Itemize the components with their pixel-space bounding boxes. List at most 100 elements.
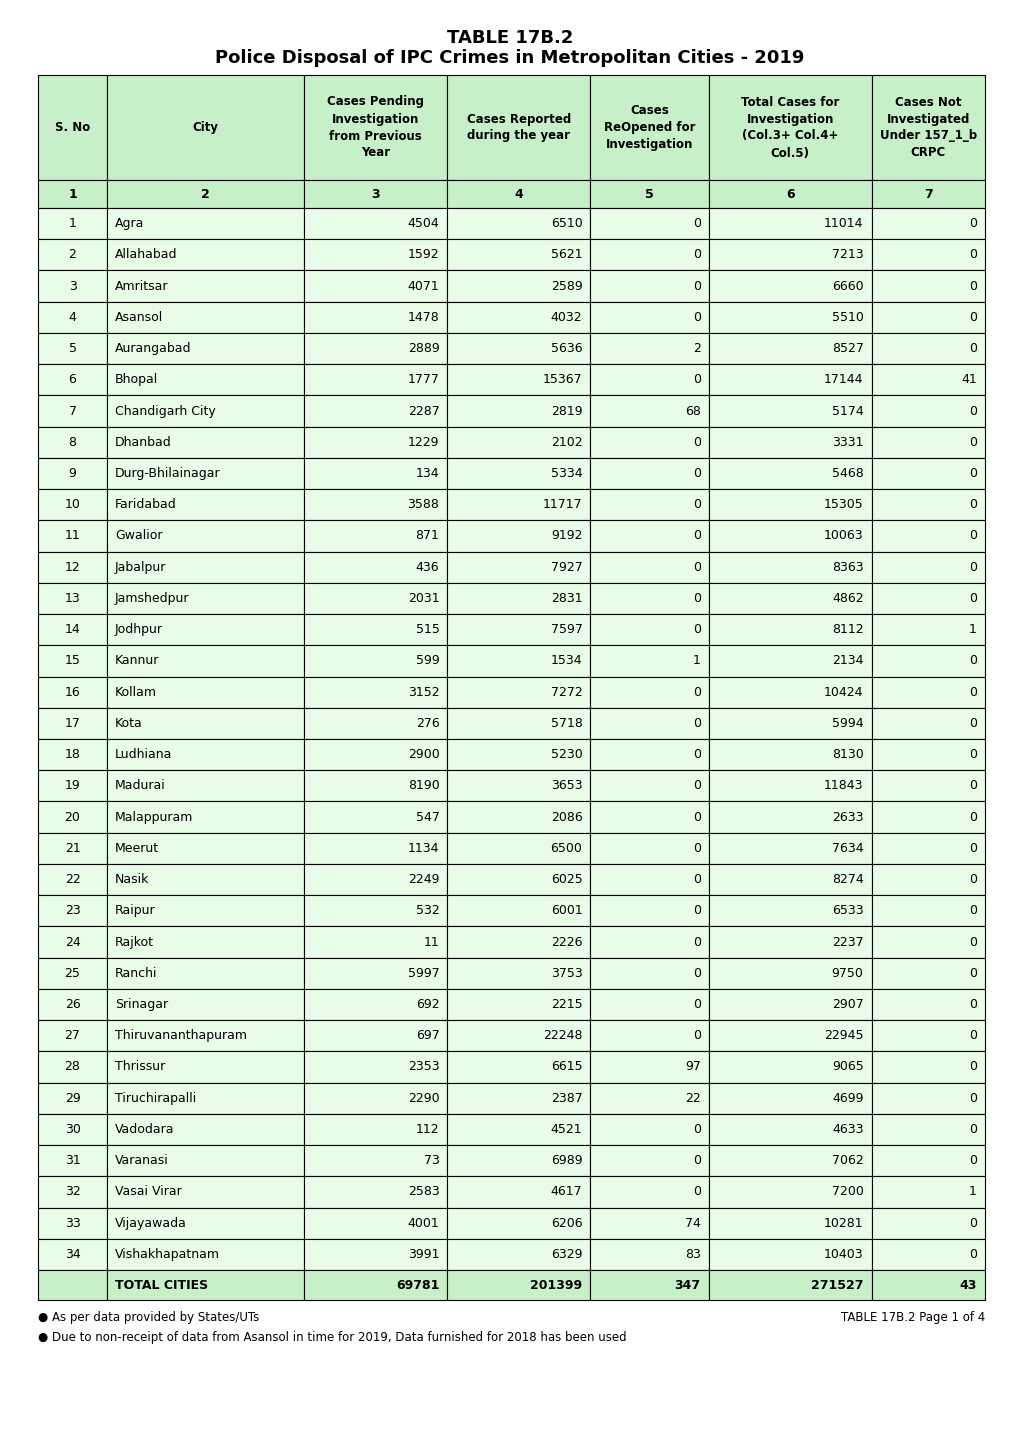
- Text: Tiruchirapalli: Tiruchirapalli: [115, 1092, 196, 1105]
- Text: 6533: 6533: [832, 904, 863, 917]
- Bar: [38, 521, 107, 552]
- Text: Cases Not
Investigated
Under 157_1_b
CRPC: Cases Not Investigated Under 157_1_b CRP…: [878, 95, 976, 160]
- Text: 0: 0: [968, 748, 976, 761]
- Text: 29: 29: [64, 1092, 81, 1105]
- Text: 347: 347: [674, 1279, 700, 1292]
- Bar: [38, 489, 107, 521]
- Bar: [38, 208, 107, 239]
- Bar: [38, 676, 107, 708]
- Text: 0: 0: [968, 248, 976, 261]
- Text: 2290: 2290: [408, 1092, 439, 1105]
- Text: Malappuram: Malappuram: [115, 810, 194, 823]
- Bar: [38, 989, 107, 1019]
- Text: 436: 436: [416, 561, 439, 574]
- Bar: [107, 208, 304, 239]
- Text: 6: 6: [68, 373, 76, 386]
- Bar: [708, 427, 870, 459]
- Bar: [447, 770, 590, 802]
- Bar: [590, 365, 708, 395]
- Text: 2831: 2831: [550, 593, 582, 606]
- Bar: [870, 676, 984, 708]
- Bar: [38, 957, 107, 989]
- Bar: [708, 738, 870, 770]
- Bar: [107, 926, 304, 957]
- Bar: [590, 989, 708, 1019]
- Bar: [590, 208, 708, 239]
- Text: 73: 73: [423, 1154, 439, 1167]
- Text: 5510: 5510: [830, 311, 863, 324]
- Text: 2819: 2819: [550, 405, 582, 418]
- Bar: [304, 832, 447, 864]
- Text: 2: 2: [68, 248, 76, 261]
- Text: 17: 17: [64, 717, 81, 730]
- Bar: [708, 614, 870, 645]
- Bar: [38, 864, 107, 895]
- Bar: [447, 957, 590, 989]
- Bar: [447, 489, 590, 521]
- Text: 2633: 2633: [832, 810, 863, 823]
- Bar: [107, 895, 304, 926]
- Bar: [870, 365, 984, 395]
- Text: City: City: [193, 121, 218, 134]
- Text: 2086: 2086: [550, 810, 582, 823]
- Bar: [708, 708, 870, 738]
- Text: 7200: 7200: [830, 1185, 863, 1198]
- Bar: [38, 333, 107, 365]
- Bar: [304, 180, 447, 208]
- Text: 0: 0: [968, 561, 976, 574]
- Text: 0: 0: [968, 218, 976, 231]
- Text: 10: 10: [64, 499, 81, 512]
- Text: 0: 0: [968, 1247, 976, 1260]
- Bar: [590, 180, 708, 208]
- Text: 5468: 5468: [830, 467, 863, 480]
- Bar: [447, 180, 590, 208]
- Bar: [304, 552, 447, 583]
- Text: 1: 1: [68, 187, 76, 200]
- Text: 2907: 2907: [830, 998, 863, 1011]
- Text: S. No: S. No: [55, 121, 90, 134]
- Bar: [38, 1051, 107, 1083]
- Text: 7927: 7927: [550, 561, 582, 574]
- Bar: [107, 395, 304, 427]
- Text: 30: 30: [64, 1123, 81, 1136]
- Bar: [304, 614, 447, 645]
- Text: Police Disposal of IPC Crimes in Metropolitan Cities - 2019: Police Disposal of IPC Crimes in Metropo…: [215, 49, 804, 66]
- Text: 2134: 2134: [832, 655, 863, 668]
- Bar: [870, 208, 984, 239]
- Text: Madurai: Madurai: [115, 779, 166, 792]
- Text: Rajkot: Rajkot: [115, 936, 154, 949]
- Bar: [447, 1051, 590, 1083]
- Text: 2900: 2900: [408, 748, 439, 761]
- Bar: [447, 552, 590, 583]
- Bar: [447, 864, 590, 895]
- Bar: [590, 676, 708, 708]
- Bar: [304, 395, 447, 427]
- Text: Jodhpur: Jodhpur: [115, 623, 163, 636]
- Text: 3152: 3152: [408, 685, 439, 698]
- Bar: [590, 802, 708, 832]
- Bar: [708, 208, 870, 239]
- Text: 0: 0: [692, 218, 700, 231]
- Text: Kota: Kota: [115, 717, 143, 730]
- Text: 0: 0: [968, 1123, 976, 1136]
- Text: 0: 0: [692, 435, 700, 448]
- Text: 0: 0: [968, 936, 976, 949]
- Text: 5621: 5621: [550, 248, 582, 261]
- Bar: [870, 459, 984, 489]
- Bar: [107, 427, 304, 459]
- Bar: [38, 1145, 107, 1177]
- Bar: [870, 645, 984, 676]
- Text: 11: 11: [64, 529, 81, 542]
- Text: 2249: 2249: [408, 872, 439, 885]
- Text: Thiruvananthapuram: Thiruvananthapuram: [115, 1030, 247, 1043]
- Bar: [590, 333, 708, 365]
- Bar: [708, 552, 870, 583]
- Bar: [708, 1207, 870, 1239]
- Bar: [590, 926, 708, 957]
- Text: Vadodara: Vadodara: [115, 1123, 174, 1136]
- Bar: [870, 1113, 984, 1145]
- Bar: [304, 365, 447, 395]
- Text: 32: 32: [64, 1185, 81, 1198]
- Bar: [107, 489, 304, 521]
- Bar: [870, 1270, 984, 1301]
